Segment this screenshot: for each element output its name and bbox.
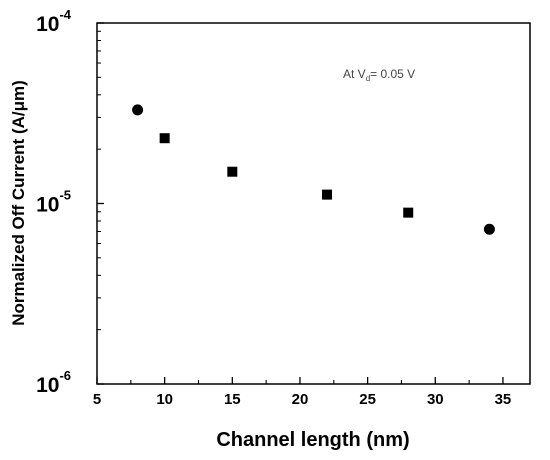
x-axis-ticks: 5 10 15 20 25 30 35 bbox=[93, 377, 511, 408]
annotation: At Vd= 0.05 V bbox=[343, 67, 415, 83]
y-tick-base: 10 bbox=[36, 13, 59, 36]
x-tick-label: 5 bbox=[93, 391, 101, 408]
x-tick-label: 35 bbox=[495, 391, 512, 408]
x-tick-label: 30 bbox=[427, 391, 444, 408]
x-tick-label: 15 bbox=[224, 391, 241, 408]
y-tick-base: 10 bbox=[36, 194, 59, 217]
y-tick-exponent: -4 bbox=[59, 7, 71, 22]
data-point-square bbox=[322, 189, 333, 200]
y-tick-label: 10-5 bbox=[36, 188, 71, 217]
y-tick-exponent: -6 bbox=[59, 368, 71, 383]
annotation-prefix: At V bbox=[343, 67, 366, 81]
plot-frame bbox=[96, 22, 531, 385]
y-tick-base: 10 bbox=[36, 374, 59, 397]
y-tick-exponent: -5 bbox=[59, 188, 71, 203]
data-point-square bbox=[159, 133, 170, 144]
y-tick-label: 10-6 bbox=[36, 368, 71, 397]
data-point-circle bbox=[483, 223, 495, 235]
x-tick-label: 25 bbox=[359, 391, 376, 408]
data-point-square bbox=[227, 166, 238, 177]
y-tick-label: 10-4 bbox=[36, 7, 72, 36]
y-axis-title: Normalized Off Current (A/μm) bbox=[9, 80, 28, 326]
x-axis-title: Channel length (nm) bbox=[216, 429, 409, 451]
x-tick-label: 10 bbox=[156, 391, 173, 408]
y-axis-ticks: 10-610-510-4 bbox=[36, 7, 104, 397]
data-points bbox=[132, 104, 495, 235]
data-point-square bbox=[403, 207, 414, 218]
annotation-suffix: = 0.05 V bbox=[370, 67, 415, 81]
x-tick-label: 20 bbox=[292, 391, 309, 408]
annotation-subscript: d bbox=[366, 74, 370, 83]
data-point-circle bbox=[132, 104, 144, 116]
